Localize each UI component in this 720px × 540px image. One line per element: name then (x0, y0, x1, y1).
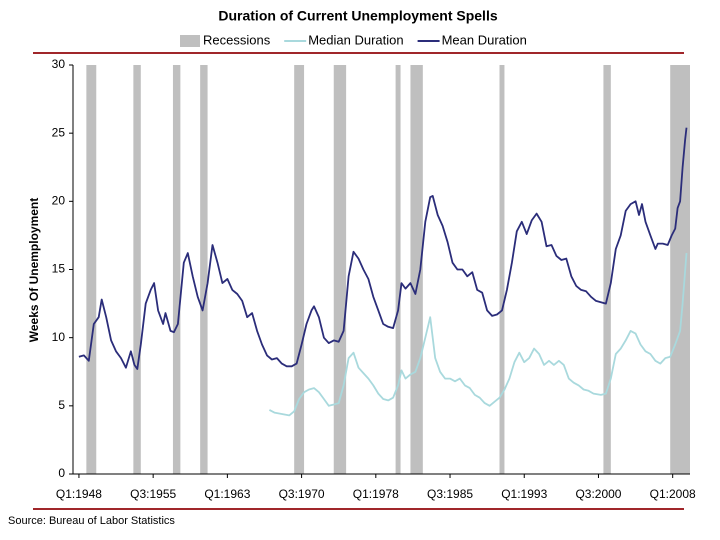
x-tick-label: Q3:1985 (427, 487, 473, 501)
y-tick-label: 5 (58, 398, 65, 412)
recession-band (200, 65, 208, 474)
chart-title: Duration of Current Unemployment Spells (218, 8, 497, 24)
recession-band (603, 65, 611, 474)
y-tick-label: 25 (52, 125, 66, 139)
x-tick-label: Q1:1993 (501, 487, 547, 501)
legend-label: Recessions (203, 32, 271, 47)
data-line (78, 127, 688, 370)
recession-band (410, 65, 423, 474)
y-tick-label: 30 (52, 57, 66, 71)
y-tick-label: 15 (52, 262, 66, 276)
legend-label: Median Duration (308, 32, 403, 47)
recession-band (294, 65, 305, 474)
source-note: Source: Bureau of Labor Statistics (8, 515, 175, 527)
y-axis-label: Weeks Of Unemployment (27, 198, 41, 342)
recession-band (333, 65, 347, 474)
x-tick-label: Q1:1948 (56, 487, 102, 501)
x-tick-label: Q3:1955 (130, 487, 176, 501)
recession-band (670, 65, 690, 474)
data-line (268, 253, 688, 417)
recession-band (172, 65, 181, 474)
x-tick-label: Q1:1963 (204, 487, 250, 501)
legend-label: Mean Duration (442, 32, 527, 47)
recession-band (395, 65, 401, 474)
x-tick-label: Q3:2000 (575, 487, 621, 501)
recession-band (499, 65, 505, 474)
y-tick-label: 0 (58, 466, 65, 480)
y-tick-label: 10 (52, 330, 66, 344)
x-tick-label: Q1:1978 (353, 487, 399, 501)
y-tick-label: 20 (52, 194, 66, 208)
recession-band (133, 65, 141, 474)
legend-swatch (180, 35, 200, 47)
x-tick-label: Q1:2008 (650, 487, 696, 501)
recession-band (86, 65, 97, 474)
x-tick-label: Q3:1970 (279, 487, 325, 501)
